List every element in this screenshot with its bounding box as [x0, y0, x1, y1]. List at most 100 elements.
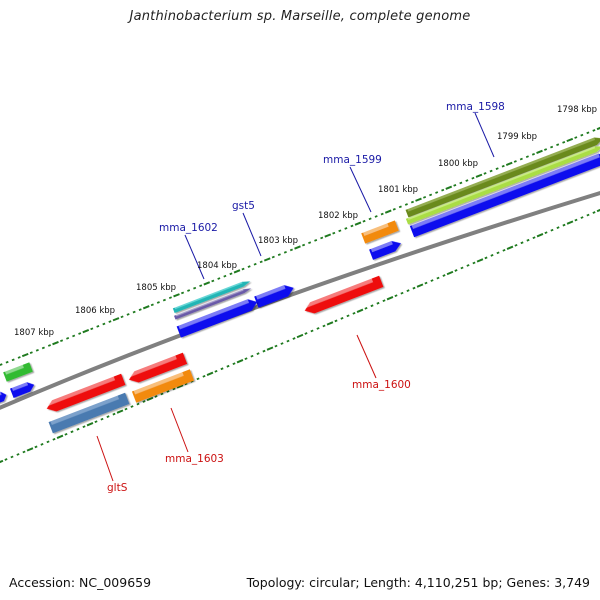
- upper-scale-tick: [271, 255, 275, 259]
- upper-scale-tick: [586, 131, 590, 135]
- upper-scale-tick: [0, 363, 3, 366]
- lower-scale-tick: [112, 412, 116, 416]
- lower-scale-tick: [574, 218, 578, 222]
- lower-scale-tick: [56, 434, 64, 439]
- upper-scale-tick: [302, 243, 306, 247]
- upper-scale-tick: [550, 145, 554, 149]
- gene-label-mma-1603: mma_1603: [165, 453, 224, 465]
- upper-scale-tick: [374, 215, 378, 218]
- upper-scale-tick: [435, 191, 439, 194]
- gene-gst5-blue: [254, 285, 294, 308]
- gene-blue-upper-long-highlight: [411, 153, 600, 229]
- tick-label-1803: 1803 kbp: [258, 236, 298, 246]
- lower-scale-tick: [454, 269, 458, 272]
- gene-features: [0, 137, 600, 434]
- lower-scale-tick: [86, 422, 94, 427]
- gene-blue-left-small-highlight: [11, 382, 28, 391]
- lower-scale-tick: [506, 245, 514, 250]
- lower-scale-tick: [352, 311, 356, 315]
- upper-scale-tick: [181, 291, 185, 295]
- lower-scale-tick: [196, 377, 200, 381]
- lower-scale-tick: [296, 333, 304, 339]
- gene-label-gst5: gst5: [232, 200, 255, 212]
- lower-scale-tick: [146, 396, 154, 402]
- gene-label-mma-1602: mma_1602: [159, 222, 218, 234]
- upper-scale-tick: [471, 176, 475, 180]
- upper-scale-tick: [415, 197, 422, 202]
- upper-scale-tick: [354, 221, 362, 226]
- gene-mma-1599-blue-body: [369, 240, 401, 260]
- gene-green-left-highlight: [5, 364, 24, 375]
- lower-scale-tick: [266, 346, 274, 351]
- upper-scale-tick: [11, 358, 15, 362]
- upper-scale-tick: [489, 169, 493, 173]
- upper-scale-tick: [108, 320, 112, 323]
- upper-scale-tick: [168, 296, 172, 300]
- upper-scale-tick: [277, 253, 281, 256]
- lower-scale-tick: [304, 332, 308, 335]
- lower-scale-tick: [244, 357, 248, 361]
- gene-green-left-body: [3, 362, 33, 382]
- upper-scale-tick: [362, 219, 366, 223]
- upper-scale-tick: [217, 277, 221, 280]
- lower-scale-tick: [536, 233, 544, 238]
- lower-scale-tick: [406, 289, 410, 292]
- upper-scale-tick: [483, 172, 487, 175]
- upper-scale-tick: [314, 239, 318, 242]
- upper-scale-tick: [429, 193, 433, 197]
- lower-scale-tick: [502, 248, 506, 252]
- gene-mma-1598-lime-highlight: [407, 146, 596, 220]
- gene-blue-upper-long-body: [409, 153, 600, 238]
- lower-scale-tick: [34, 445, 38, 449]
- gene-red-mid-highlight: [128, 355, 177, 378]
- gene-mma-1602-purple: [174, 288, 252, 320]
- lower-scale-tick: [460, 266, 464, 270]
- lower-scale-tick: [46, 440, 50, 444]
- gene-mma-1602-blue: [176, 299, 258, 338]
- lower-scale-tick: [370, 304, 374, 308]
- upper-scale-tick: [513, 160, 517, 163]
- lower-scale-tick: [0, 459, 4, 464]
- gene-label-mma-1598: mma_1598: [446, 101, 505, 113]
- upper-scale-tick: [90, 327, 94, 331]
- upper-scale-tick: [423, 195, 427, 199]
- lower-scale-tick: [190, 380, 194, 383]
- lower-scale-tick: [124, 407, 128, 411]
- leader-glts: [96, 435, 114, 482]
- upper-scale-tick: [525, 155, 529, 158]
- upper-scale-tick: [17, 356, 21, 359]
- tick-label-1805: 1805 kbp: [136, 283, 176, 293]
- lower-scale-tick: [280, 342, 284, 345]
- lower-scale-tick: [520, 241, 524, 245]
- lower-scale-tick: [544, 231, 548, 235]
- gene-mma-1602-teal-highlight: [174, 281, 243, 310]
- lower-scale-tick: [142, 400, 146, 403]
- gene-mma-1602-blue-highlight: [178, 299, 249, 330]
- gene-mma-1602-teal: [172, 281, 251, 314]
- lower-scale-tick: [424, 281, 428, 285]
- lower-scale-tick: [70, 430, 74, 434]
- gene-blue-edge-body: [0, 391, 7, 406]
- lower-scale-tick: [220, 367, 224, 371]
- lower-scale-tick: [376, 301, 380, 305]
- lower-scale-tick: [446, 270, 454, 276]
- upper-scale-tick: [52, 340, 59, 346]
- upper-scale-tick: [465, 179, 469, 182]
- lower-scale-tick: [476, 258, 484, 263]
- gene-blue-upper-long: [409, 153, 600, 238]
- upper-scale-tick: [338, 229, 342, 233]
- gene-mma-1598-lime: [405, 146, 600, 225]
- lower-scale-tick: [116, 409, 124, 414]
- upper-scale-tick: [384, 209, 392, 214]
- upper-scale-tick: [173, 293, 180, 298]
- lower-scale-tick: [106, 415, 110, 418]
- upper-scale-tick: [505, 161, 513, 166]
- tick-label-1798: 1798 kbp: [557, 105, 597, 115]
- upper-scale-tick: [294, 245, 301, 250]
- lower-scale-tick: [232, 362, 236, 366]
- lower-scale-track: [0, 208, 600, 464]
- upper-scale-tick: [368, 217, 372, 221]
- upper-scale-track: [0, 126, 600, 366]
- leader-mma-1600: [356, 334, 377, 379]
- lower-scale-tick: [256, 352, 260, 355]
